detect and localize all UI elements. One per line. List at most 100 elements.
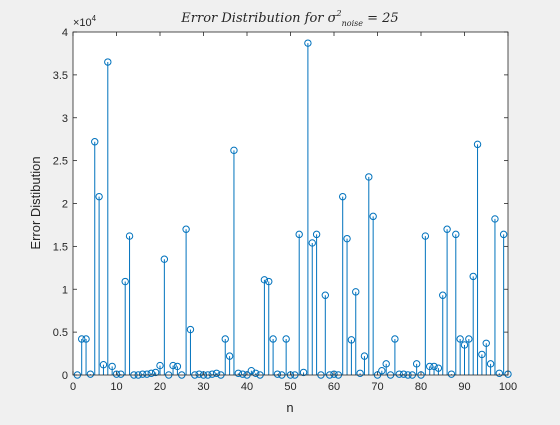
stem-marker xyxy=(238,370,247,378)
plot-area xyxy=(73,32,508,375)
stem-marker xyxy=(234,369,243,377)
title-suffix: = 25 xyxy=(367,11,399,26)
y-tick-label: 1 xyxy=(62,284,68,296)
y-tick-label: 3 xyxy=(62,113,68,125)
stem-marker xyxy=(282,335,290,343)
stem-marker xyxy=(412,360,421,368)
stem-marker xyxy=(439,291,447,299)
stem-marker xyxy=(330,370,338,378)
stem-marker xyxy=(104,58,112,66)
stem-marker xyxy=(212,369,221,377)
stem-marker xyxy=(78,335,86,343)
stem-marker xyxy=(169,361,177,370)
stem-marker xyxy=(160,255,169,263)
stem-marker xyxy=(304,39,312,47)
stem-marker xyxy=(182,225,190,233)
stem-marker xyxy=(443,225,451,233)
chart-title: Error Distribution for σ2noise = 25 xyxy=(180,9,398,28)
stem-marker xyxy=(260,276,269,284)
stem-marker xyxy=(482,339,490,347)
stem-marker xyxy=(156,361,164,370)
stem-marker xyxy=(143,370,151,378)
exponent-base: ×10 xyxy=(73,17,92,29)
stem-marker xyxy=(112,370,121,378)
stem-marker xyxy=(121,277,129,286)
stem-marker xyxy=(434,364,443,372)
stem-marker xyxy=(456,335,464,343)
stem-marker xyxy=(491,215,499,223)
x-tick-label: 100 xyxy=(499,381,517,393)
stem-marker xyxy=(312,230,321,239)
x-tick-label: 80 xyxy=(415,381,427,393)
stem-marker xyxy=(82,335,90,343)
x-tick-label: 10 xyxy=(110,381,122,393)
y-exponent-label: ×104 xyxy=(73,14,97,29)
y-axis-label: Error Distibution xyxy=(28,156,43,249)
stem-marker xyxy=(395,370,403,378)
stem-marker xyxy=(299,368,308,377)
x-tick-labels: 0 10 20 30 40 50 60 70 80 90 100 xyxy=(70,381,517,393)
stem-marker xyxy=(347,336,356,344)
stem-marker xyxy=(269,335,277,343)
y-tick-label: 1.5 xyxy=(53,241,68,253)
stem-marker xyxy=(356,369,364,377)
stem-marker xyxy=(486,360,495,368)
stem-marker xyxy=(186,325,195,334)
stem-marker xyxy=(465,335,473,343)
stem-marker xyxy=(195,370,203,378)
plot-frame xyxy=(72,31,509,376)
stem-marker xyxy=(421,232,430,240)
stem-marker xyxy=(86,370,95,378)
x-tick-label: 50 xyxy=(284,381,296,393)
stem-marker xyxy=(430,362,438,371)
stem-marker xyxy=(452,230,460,239)
stem-marker xyxy=(365,173,373,181)
stem-marker xyxy=(225,352,234,360)
x-tick-label: 60 xyxy=(328,381,340,393)
stems-layer xyxy=(81,43,509,375)
stem-marker xyxy=(382,360,390,368)
stem-marker xyxy=(308,239,316,247)
stem-marker xyxy=(478,350,486,359)
stem-marker xyxy=(147,369,156,377)
stem-marker xyxy=(99,361,108,369)
stem-marker xyxy=(339,192,347,201)
stem-marker xyxy=(473,140,482,149)
stem-marker xyxy=(108,362,116,371)
stem-marker xyxy=(495,369,503,377)
stem-marker xyxy=(426,362,434,371)
stem-marker xyxy=(321,291,329,299)
title-sub: noise xyxy=(342,19,364,28)
stem-marker xyxy=(252,369,260,377)
stem-marker xyxy=(95,192,103,201)
x-tick-label: 20 xyxy=(154,381,166,393)
y-tick-label: 4 xyxy=(62,27,68,39)
stem-marker xyxy=(221,335,229,343)
stem-marker xyxy=(360,352,369,360)
x-axis-label: n xyxy=(286,400,293,415)
stem-marker xyxy=(343,234,351,243)
stem-marker xyxy=(230,146,238,155)
stem-marker xyxy=(391,335,399,343)
stem-marker xyxy=(399,370,408,378)
title-prefix: Error Distribution for xyxy=(180,11,324,26)
y-tick-label: 0 xyxy=(62,370,68,382)
title-sup: 2 xyxy=(336,9,342,18)
stem-marker xyxy=(369,212,377,221)
x-tick-label: 40 xyxy=(241,381,253,393)
exponent-power: 4 xyxy=(92,14,97,23)
x-tick-label: 70 xyxy=(371,381,383,393)
stem-marker xyxy=(125,232,134,240)
stem-marker xyxy=(499,230,508,239)
x-tick-label: 90 xyxy=(458,381,470,393)
stem-marker xyxy=(117,370,125,378)
x-tick-label: 30 xyxy=(197,381,209,393)
stem-marker xyxy=(208,370,216,378)
y-tick-label: 2.5 xyxy=(53,156,68,168)
stem-marker xyxy=(460,341,469,349)
y-tick-label: 3.5 xyxy=(53,70,68,82)
stem-marker xyxy=(91,138,99,146)
y-tick-labels: 0 0.5 1 1.5 2 2.5 3 3.5 4 xyxy=(53,27,68,382)
